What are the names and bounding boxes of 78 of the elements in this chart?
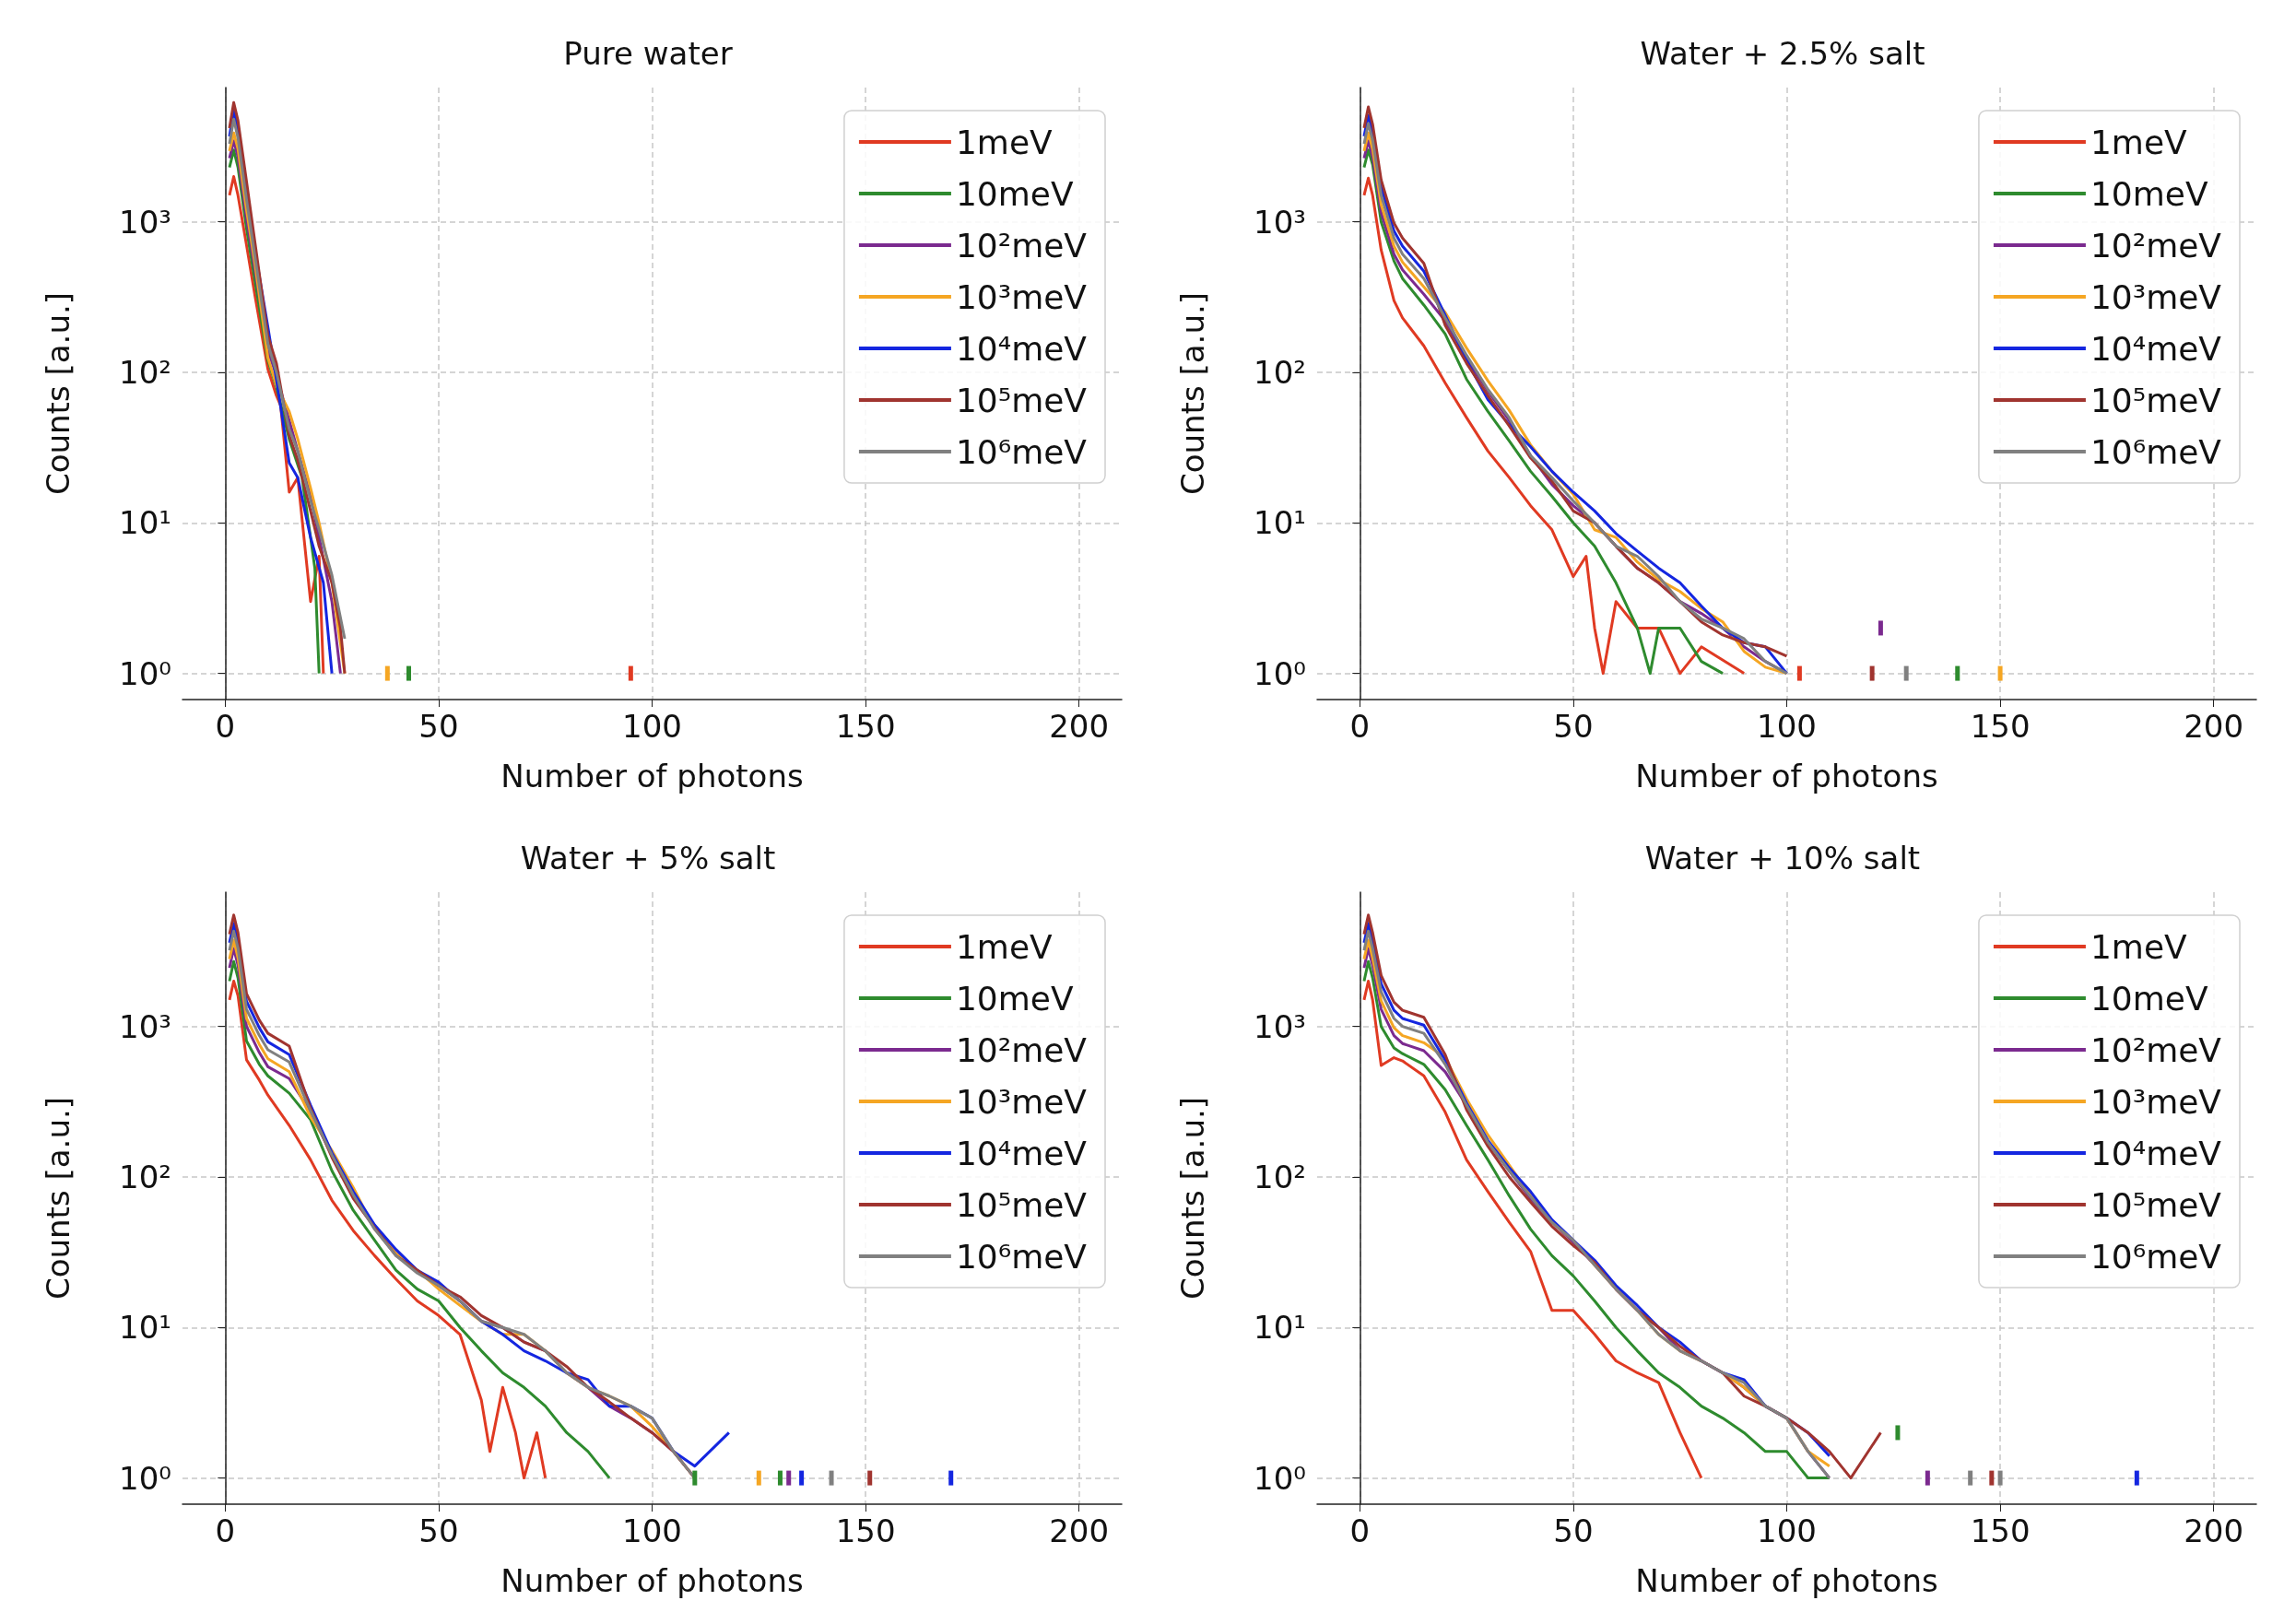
y-axis-title: Counts [a.u.]: [1174, 1096, 1211, 1300]
y-tick-label: 10²: [119, 1158, 171, 1195]
x-tick-label: 200: [2184, 1512, 2244, 1549]
legend-label: 10⁵meV: [955, 1185, 1088, 1224]
x-tick-label: 150: [835, 708, 896, 745]
legend-label: 10²meV: [955, 1030, 1088, 1069]
legend-label: 10⁴meV: [2090, 329, 2222, 368]
x-tick-label: 200: [2184, 708, 2244, 745]
chart-title: Water + 10% salt: [1644, 840, 1921, 877]
y-axis-title: Counts [a.u.]: [40, 291, 77, 496]
y-axis-title: Counts [a.u.]: [1174, 291, 1211, 496]
legend-label: 10⁵meV: [955, 381, 1088, 419]
legend-label: 10³meV: [955, 277, 1088, 316]
x-tick-label: 0: [1349, 708, 1371, 745]
chart-title: Pure water: [563, 35, 733, 72]
x-tick-label: 100: [622, 708, 682, 745]
legend-label: 1meV: [955, 927, 1054, 966]
y-tick-label: 10²: [1254, 1158, 1306, 1195]
legend-label: 10²meV: [955, 226, 1088, 265]
legend-label: 1meV: [2090, 927, 2188, 966]
legend-label: 10⁶meV: [955, 1237, 1088, 1276]
legend-label: 10meV: [2090, 979, 2208, 1018]
x-tick-label: 200: [1049, 1512, 1110, 1549]
y-tick-label: 10¹: [1254, 1309, 1306, 1347]
y-axis-title: Counts [a.u.]: [40, 1096, 77, 1300]
legend-label: 10⁴meV: [955, 1134, 1088, 1172]
legend-label: 10⁶meV: [2090, 432, 2222, 471]
x-tick-label: 50: [418, 1512, 459, 1549]
y-tick-label: 10¹: [1254, 504, 1306, 542]
y-tick-label: 10²: [1254, 353, 1306, 391]
legend-label: 10meV: [955, 979, 1074, 1018]
legend-label: 10⁶meV: [2090, 1237, 2222, 1276]
y-tick-label: 10³: [1254, 1007, 1306, 1045]
y-tick-label: 10⁰: [119, 1459, 171, 1497]
legend-label: 10⁵meV: [2090, 381, 2222, 419]
y-tick-label: 10³: [119, 203, 171, 241]
x-tick-label: 0: [215, 1512, 236, 1549]
legend-label: 10³meV: [2090, 1082, 2222, 1121]
y-tick-label: 10⁰: [1254, 654, 1306, 692]
line-series: [228, 980, 547, 1480]
legend-label: 10²meV: [2090, 226, 2222, 265]
x-tick-label: 0: [215, 708, 236, 745]
x-tick-label: 100: [622, 1512, 682, 1549]
x-tick-label: 50: [1553, 708, 1594, 745]
x-tick-label: 50: [1553, 1512, 1594, 1549]
y-tick-label: 10¹: [119, 1309, 171, 1347]
x-tick-label: 100: [1757, 708, 1817, 745]
legend-label: 1meV: [2090, 123, 2188, 161]
chart-title: Water + 5% salt: [520, 840, 776, 877]
y-tick-label: 10¹: [119, 504, 171, 542]
x-tick-label: 150: [1970, 1512, 2031, 1549]
y-tick-label: 10³: [119, 1007, 171, 1045]
legend-label: 10⁵meV: [2090, 1185, 2222, 1224]
x-tick-label: 150: [1970, 708, 2031, 745]
legend-label: 10meV: [955, 174, 1074, 213]
y-tick-label: 10⁰: [119, 654, 171, 692]
y-tick-label: 10²: [119, 353, 171, 391]
legend-label: 10meV: [2090, 174, 2208, 213]
y-tick-label: 10³: [1254, 203, 1306, 241]
y-tick-label: 10⁰: [1254, 1459, 1306, 1497]
x-tick-label: 150: [835, 1512, 896, 1549]
legend-label: 10⁴meV: [2090, 1134, 2222, 1172]
legend-label: 1meV: [955, 123, 1054, 161]
x-axis-title: Number of photons: [500, 758, 804, 794]
x-tick-label: 50: [418, 708, 459, 745]
legend-label: 10⁶meV: [955, 432, 1088, 471]
legend-label: 10⁴meV: [955, 329, 1088, 368]
chart-title: Water + 2.5% salt: [1640, 35, 1925, 72]
x-axis-title: Number of photons: [1635, 758, 1938, 794]
x-tick-label: 100: [1757, 1512, 1817, 1549]
x-axis-title: Number of photons: [1635, 1562, 1938, 1599]
x-tick-label: 200: [1049, 708, 1110, 745]
line-series: [1362, 980, 1703, 1480]
legend-label: 10³meV: [2090, 277, 2222, 316]
x-tick-label: 0: [1349, 1512, 1371, 1549]
legend-label: 10²meV: [2090, 1030, 2222, 1069]
x-axis-title: Number of photons: [500, 1562, 804, 1599]
legend-label: 10³meV: [955, 1082, 1088, 1121]
